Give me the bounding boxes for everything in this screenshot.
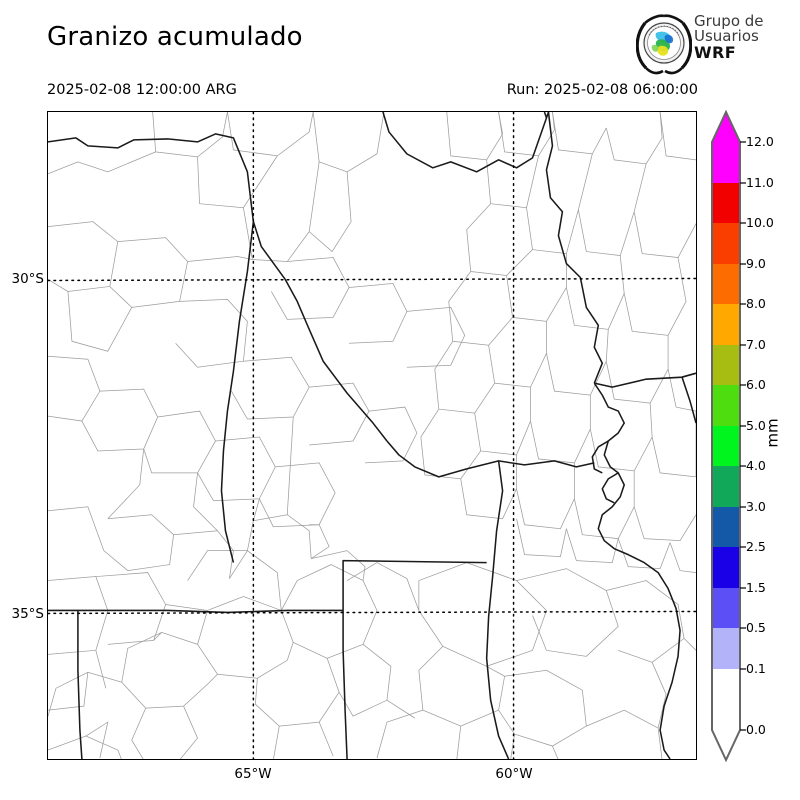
colorbar-label-0p5: 0.5 — [746, 620, 766, 635]
colorbar-label-4: 4.0 — [746, 458, 766, 473]
wrf-user-group-logo: Grupo de Usuarios WRF — [636, 13, 794, 75]
map-vector-layer — [48, 112, 696, 759]
colorbar-label-5: 5.0 — [746, 418, 766, 433]
department-boundaries — [48, 112, 696, 759]
colorbar-label-0p1: 0.1 — [746, 661, 766, 676]
wrf-user-group-globe-emblem — [636, 14, 692, 75]
colorbar-label-12: 12.0 — [746, 134, 774, 149]
lon-tick-60w: 60°W — [495, 766, 533, 782]
graticule — [48, 112, 696, 759]
colorbar-bands — [712, 142, 740, 730]
colorbar-label-7: 7.0 — [746, 337, 766, 352]
colorbar-ticks — [740, 141, 746, 731]
colorbar-label-0p0: 0.0 — [746, 722, 766, 737]
logo-line-1: Grupo de — [694, 12, 764, 30]
lat-tick-35s: 35°S — [11, 606, 45, 622]
colorbar-unit-label: mm — [763, 418, 782, 448]
page-title: Granizo acumulado — [47, 22, 303, 52]
province-boundaries — [48, 112, 696, 759]
graticule-lat-35s — [48, 610, 696, 615]
colorbar-label-11: 11.0 — [746, 175, 774, 190]
logo-line-2: Usuarios — [694, 27, 759, 46]
colorbar[interactable]: 12.0 11.0 10.0 9.0 8.0 7.0 6.0 5.0 4.0 3… — [700, 108, 800, 768]
colorbar-gradient — [711, 109, 746, 763]
colorbar-label-8: 8.0 — [746, 296, 766, 311]
valid-time-label: 2025-02-08 12:00:00 ARG — [47, 82, 237, 98]
lat-tick-30s: 30°S — [11, 271, 45, 287]
run-time-label: Run: 2025-02-08 06:00:00 — [506, 82, 698, 98]
colorbar-label-9: 9.0 — [746, 256, 766, 271]
graticule-lat-30s — [48, 277, 696, 282]
colorbar-label-1p5: 1.5 — [746, 580, 766, 595]
colorbar-label-6: 6.0 — [746, 377, 766, 392]
logo-line-3: WRF — [694, 42, 737, 62]
colorbar-label-10: 10.0 — [746, 215, 774, 230]
map-panel[interactable] — [47, 111, 697, 760]
colorbar-label-2p5: 2.5 — [746, 539, 766, 554]
logo-text: Grupo de Usuarios WRF — [694, 12, 764, 62]
colorbar-label-3: 3.0 — [746, 499, 766, 514]
lon-tick-65w: 65°W — [234, 766, 272, 782]
